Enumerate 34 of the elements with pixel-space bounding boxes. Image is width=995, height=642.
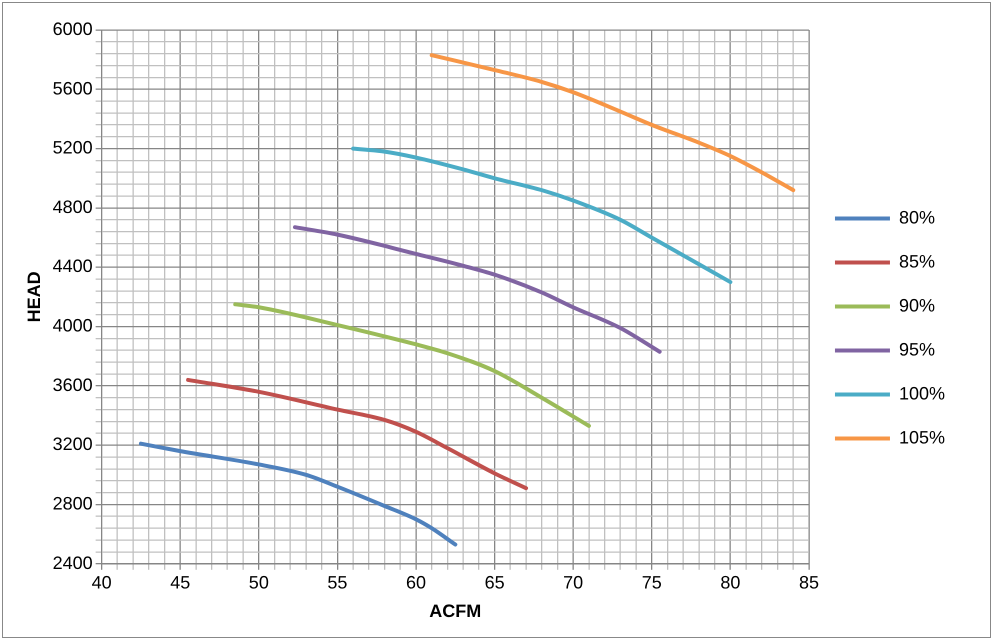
x-tick-label: 60 bbox=[406, 572, 426, 593]
line-series bbox=[430, 53, 796, 192]
legend-label: 80% bbox=[898, 207, 935, 228]
y-tick-label: 2800 bbox=[52, 493, 93, 514]
x-tick-label: 40 bbox=[92, 572, 112, 593]
x-tick-label: 45 bbox=[170, 572, 190, 593]
x-tick-label: 80 bbox=[720, 572, 740, 593]
x-tick-label: 55 bbox=[327, 572, 348, 593]
y-tick-label: 6000 bbox=[52, 18, 93, 39]
legend-label: 105% bbox=[898, 427, 946, 448]
y-tick-label: 4400 bbox=[52, 256, 93, 276]
y-tick-label: 5200 bbox=[52, 138, 93, 158]
y-axis-title: HEAD bbox=[24, 271, 44, 322]
y-tick-label: 2400 bbox=[52, 552, 93, 573]
line-series bbox=[186, 378, 528, 490]
legend-label: 90% bbox=[898, 295, 935, 316]
x-tick-label: 65 bbox=[484, 572, 505, 593]
legend-label: 95% bbox=[898, 339, 935, 360]
x-tick-label: 75 bbox=[642, 572, 662, 593]
y-tick-label: 5600 bbox=[52, 78, 93, 98]
y-tick-label: 4000 bbox=[52, 316, 93, 336]
line-series bbox=[292, 225, 662, 354]
x-tick-label: 50 bbox=[248, 572, 269, 593]
x-axis-title: ACFM bbox=[429, 601, 482, 622]
y-tick-label: 3600 bbox=[52, 374, 93, 395]
line-series bbox=[351, 146, 732, 284]
legend-label: 85% bbox=[898, 251, 935, 272]
y-tick-label: 4800 bbox=[52, 196, 93, 217]
legend-label: 100% bbox=[898, 383, 946, 404]
line-series bbox=[233, 302, 591, 428]
y-tick-label: 3200 bbox=[52, 434, 93, 454]
line-series bbox=[138, 442, 458, 547]
x-tick-label: 70 bbox=[563, 572, 584, 593]
x-tick-label: 85 bbox=[798, 572, 819, 593]
